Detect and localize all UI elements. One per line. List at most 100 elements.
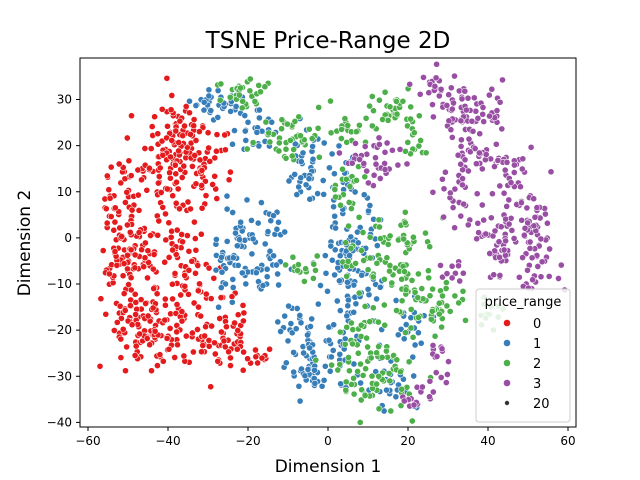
scatter-point-0 bbox=[167, 153, 174, 161]
scatter-point-3 bbox=[396, 146, 404, 153]
scatter-point-0 bbox=[179, 238, 186, 246]
scatter-point-3 bbox=[376, 175, 384, 182]
scatter-point-0 bbox=[223, 323, 230, 331]
scatter-point-2 bbox=[364, 266, 372, 274]
scatter-point-0 bbox=[192, 180, 200, 188]
scatter-point-2 bbox=[393, 110, 401, 118]
scatter-point-0 bbox=[225, 176, 233, 184]
scatter-point-2 bbox=[359, 229, 367, 236]
scatter-point-0 bbox=[176, 117, 184, 125]
scatter-point-3 bbox=[530, 222, 538, 230]
scatter-point-1 bbox=[254, 219, 262, 227]
scatter-point-0 bbox=[202, 290, 210, 298]
scatter-point-0 bbox=[211, 339, 218, 347]
scatter-point-0 bbox=[154, 130, 162, 138]
scatter-point-3 bbox=[510, 235, 518, 242]
scatter-point-0 bbox=[127, 302, 134, 309]
scatter-point-2 bbox=[411, 289, 419, 296]
scatter-point-1 bbox=[232, 229, 239, 237]
scatter-point-3 bbox=[482, 151, 490, 158]
x-tick-label: 40 bbox=[480, 434, 495, 448]
scatter-point-0 bbox=[164, 122, 171, 130]
scatter-point-1 bbox=[344, 302, 352, 310]
scatter-point-3 bbox=[491, 227, 499, 235]
scatter-point-0 bbox=[103, 172, 111, 180]
scatter-point-3 bbox=[389, 146, 396, 154]
scatter-point-1 bbox=[296, 312, 304, 319]
scatter-point-3 bbox=[503, 159, 511, 166]
scatter-point-1 bbox=[407, 314, 415, 322]
scatter-point-3 bbox=[450, 99, 457, 107]
scatter-point-0 bbox=[180, 352, 188, 360]
scatter-point-0 bbox=[225, 348, 232, 356]
scatter-point-1 bbox=[275, 218, 282, 226]
scatter-point-0 bbox=[181, 282, 189, 290]
scatter-point-0 bbox=[158, 137, 166, 145]
scatter-point-0 bbox=[117, 335, 125, 343]
scatter-point-3 bbox=[370, 171, 378, 179]
scatter-point-3 bbox=[480, 118, 488, 125]
scatter-point-0 bbox=[162, 301, 169, 309]
scatter-point-3 bbox=[457, 143, 465, 150]
scatter-point-3 bbox=[544, 219, 551, 227]
legend-marker-0 bbox=[503, 319, 511, 327]
scatter-point-0 bbox=[239, 366, 247, 374]
scatter-point-1 bbox=[351, 188, 359, 196]
scatter-point-1 bbox=[318, 382, 326, 390]
scatter-point-3 bbox=[445, 117, 453, 125]
scatter-point-1 bbox=[223, 238, 231, 245]
scatter-point-2 bbox=[305, 125, 313, 133]
scatter-point-3 bbox=[426, 377, 434, 385]
scatter-point-0 bbox=[155, 173, 163, 180]
scatter-point-3 bbox=[523, 204, 531, 212]
scatter-point-3 bbox=[473, 190, 481, 198]
scatter-point-3 bbox=[439, 273, 446, 281]
scatter-point-2 bbox=[415, 112, 423, 120]
scatter-point-0 bbox=[210, 274, 218, 282]
scatter-point-2 bbox=[402, 286, 410, 294]
scatter-point-1 bbox=[290, 349, 297, 356]
scatter-point-0 bbox=[169, 192, 177, 200]
scatter-point-0 bbox=[190, 122, 198, 130]
scatter-point-2 bbox=[345, 354, 352, 361]
scatter-point-1 bbox=[343, 312, 351, 320]
scatter-point-2 bbox=[342, 378, 350, 386]
scatter-point-3 bbox=[375, 134, 383, 142]
scatter-point-2 bbox=[378, 354, 386, 361]
scatter-point-1 bbox=[243, 196, 251, 204]
scatter-point-2 bbox=[386, 232, 394, 240]
scatter-point-1 bbox=[392, 297, 400, 304]
scatter-point-1 bbox=[241, 112, 249, 119]
scatter-point-2 bbox=[336, 361, 344, 368]
scatter-point-0 bbox=[123, 188, 131, 196]
scatter-point-2 bbox=[373, 380, 380, 388]
scatter-point-0 bbox=[158, 105, 166, 113]
y-axis-ticks: −40 −30 −20 −10 0 10 20 30 bbox=[47, 93, 80, 429]
y-tick-label: 20 bbox=[57, 139, 72, 153]
scatter-point-3 bbox=[416, 90, 424, 98]
scatter-point-0 bbox=[162, 236, 170, 244]
scatter-point-3 bbox=[361, 143, 369, 150]
scatter-point-2 bbox=[288, 152, 296, 160]
scatter-point-0 bbox=[227, 362, 234, 369]
scatter-point-0 bbox=[181, 272, 189, 279]
scatter-point-1 bbox=[205, 92, 213, 100]
scatter-point-1 bbox=[218, 268, 226, 276]
scatter-point-3 bbox=[448, 262, 456, 270]
scatter-point-3 bbox=[461, 156, 469, 164]
scatter-point-0 bbox=[118, 233, 126, 240]
scatter-point-1 bbox=[229, 276, 237, 283]
scatter-point-1 bbox=[296, 397, 304, 405]
scatter-point-3 bbox=[459, 175, 466, 182]
scatter-point-1 bbox=[330, 203, 337, 211]
scatter-point-1 bbox=[295, 382, 303, 390]
scatter-point-3 bbox=[336, 149, 343, 157]
scatter-point-0 bbox=[131, 352, 139, 359]
scatter-point-0 bbox=[120, 290, 128, 297]
scatter-point-2 bbox=[246, 75, 254, 83]
scatter-point-1 bbox=[232, 103, 240, 110]
scatter-point-3 bbox=[439, 175, 446, 183]
scatter-point-3 bbox=[473, 160, 480, 168]
scatter-point-0 bbox=[206, 158, 214, 165]
scatter-point-1 bbox=[358, 271, 366, 279]
